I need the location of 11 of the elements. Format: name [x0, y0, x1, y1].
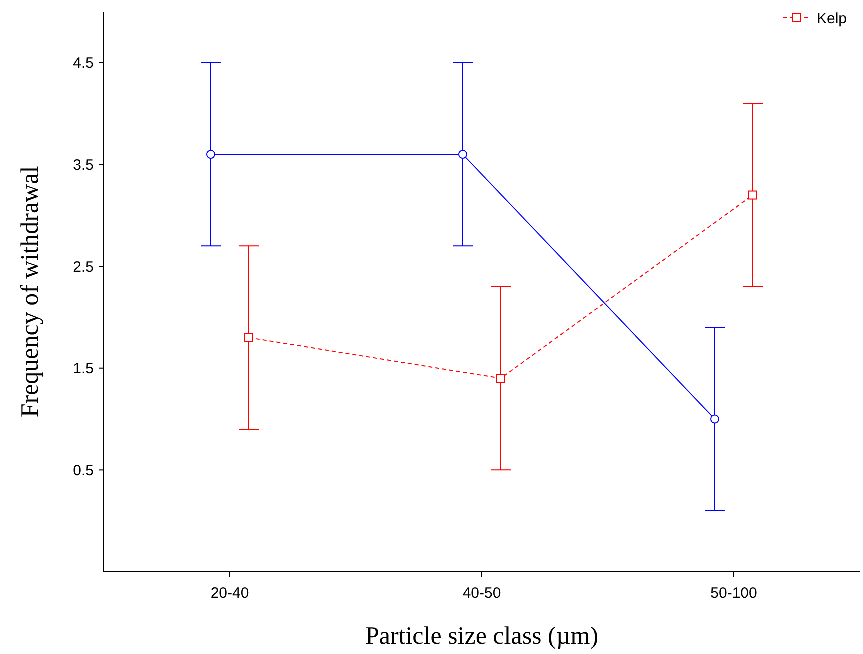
y-tick-label: 0.5 — [73, 462, 94, 480]
y-tick-label: 2.5 — [73, 258, 94, 276]
x-axis-title: Particle size class (µm) — [365, 623, 599, 650]
legend-label: Kelp — [817, 10, 848, 28]
x-tick-label: 20-40 — [210, 585, 250, 602]
y-axis-title: Frequency of withdrawal — [17, 166, 44, 418]
x-tick-label: 50-100 — [710, 585, 758, 602]
y-tick-label: 1.5 — [73, 360, 94, 378]
y-tick-label: 3.5 — [73, 156, 94, 174]
x-tick-label: 40-50 — [462, 585, 502, 602]
y-tick-label: 4.5 — [73, 55, 94, 72]
